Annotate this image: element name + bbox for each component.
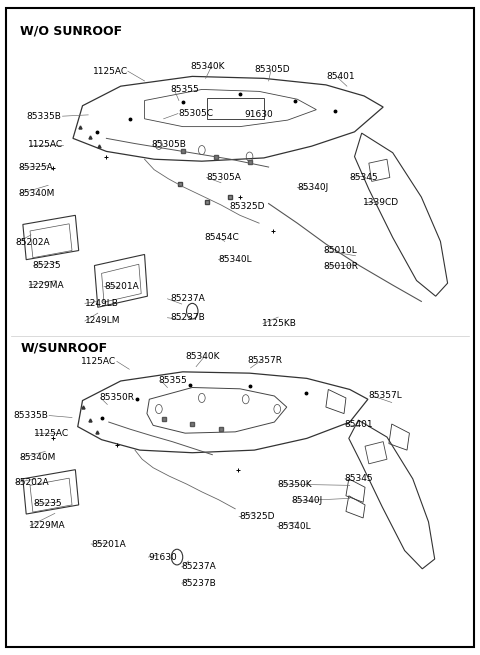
Text: 85237B: 85237B [171, 313, 205, 322]
Text: 85340M: 85340M [20, 453, 56, 462]
Text: 91630: 91630 [148, 553, 177, 561]
Text: 85340L: 85340L [277, 522, 311, 531]
Text: 85355: 85355 [159, 377, 188, 386]
Text: 1125AC: 1125AC [93, 67, 128, 76]
Text: 85305D: 85305D [254, 66, 290, 75]
Text: 1229MA: 1229MA [28, 280, 64, 290]
Text: 1125KB: 1125KB [262, 319, 296, 328]
Text: 85401: 85401 [344, 420, 372, 428]
Text: 1125AC: 1125AC [34, 428, 69, 438]
Text: 85340L: 85340L [218, 255, 252, 264]
Text: 85325D: 85325D [239, 512, 275, 521]
Text: 85325D: 85325D [229, 202, 265, 212]
Text: 85201A: 85201A [91, 540, 126, 548]
Text: 85350R: 85350R [99, 394, 134, 402]
Text: 85235: 85235 [34, 499, 62, 508]
Text: 85202A: 85202A [16, 238, 50, 247]
Text: 91630: 91630 [245, 111, 274, 119]
Text: 85345: 85345 [350, 173, 378, 182]
Text: 85335B: 85335B [26, 112, 61, 121]
Text: 85237A: 85237A [171, 294, 205, 303]
Text: 85010L: 85010L [324, 246, 357, 255]
Text: 85305B: 85305B [152, 140, 187, 149]
Text: 1125AC: 1125AC [28, 140, 63, 149]
Text: 85454C: 85454C [204, 233, 239, 242]
Text: W/SUNROOF: W/SUNROOF [21, 342, 108, 355]
Text: 85010R: 85010R [324, 262, 359, 271]
Text: 1125AC: 1125AC [81, 357, 116, 366]
Text: 85345: 85345 [344, 474, 372, 483]
Text: 85350K: 85350K [277, 479, 312, 489]
Text: 1249LB: 1249LB [85, 299, 119, 308]
Text: 85357L: 85357L [368, 392, 402, 400]
Text: 85340J: 85340J [297, 183, 328, 192]
Text: 1229MA: 1229MA [29, 521, 66, 531]
Text: 85237B: 85237B [182, 578, 216, 588]
Text: 85355: 85355 [171, 85, 200, 94]
Text: 85235: 85235 [33, 261, 61, 270]
Text: 85401: 85401 [326, 72, 355, 81]
Text: 85357R: 85357R [247, 356, 282, 365]
Text: 85305C: 85305C [178, 109, 213, 118]
Text: 85340J: 85340J [291, 496, 323, 506]
Text: 85340M: 85340M [18, 189, 54, 198]
Text: 85201A: 85201A [104, 282, 139, 291]
Text: 85325A: 85325A [18, 163, 53, 172]
Text: 85202A: 85202A [15, 478, 49, 487]
Text: 1249LM: 1249LM [85, 316, 120, 326]
Text: 85340K: 85340K [185, 352, 220, 362]
Text: 85340K: 85340K [190, 62, 224, 71]
Text: 85305A: 85305A [206, 173, 241, 182]
Text: 1339CD: 1339CD [363, 198, 399, 207]
Text: W/O SUNROOF: W/O SUNROOF [21, 24, 122, 37]
Text: 85237A: 85237A [182, 563, 216, 571]
Text: 85335B: 85335B [13, 411, 48, 420]
